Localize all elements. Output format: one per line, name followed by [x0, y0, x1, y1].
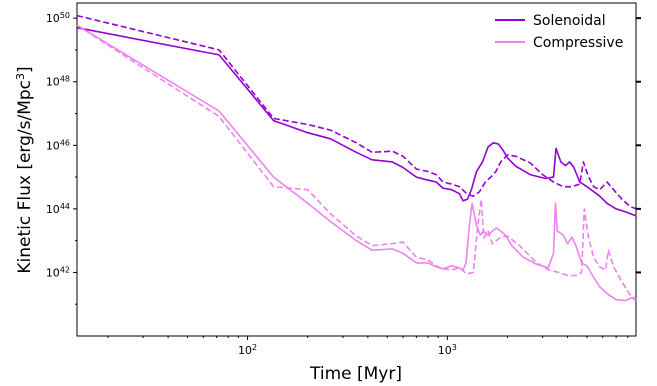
series-line-1 — [76, 14, 637, 210]
x-tick-label: 103 — [438, 343, 457, 358]
x-tick-label: 102 — [238, 343, 257, 358]
series-line-3 — [76, 24, 637, 300]
series-line-0 — [76, 26, 637, 217]
plot-frame — [76, 2, 637, 337]
series-line-2 — [76, 24, 637, 302]
y-tick-label: 1046 — [46, 138, 70, 153]
y-tick-label: 1042 — [46, 265, 70, 280]
tick-labels: 1042 1044 1046 1048 1050 102 103 — [46, 11, 457, 357]
y-tick-label: 1050 — [46, 11, 70, 26]
series-layer — [76, 14, 637, 302]
x-axis-label: Time [Myr] — [309, 364, 402, 384]
axis-ticks — [73, 17, 641, 340]
y-tick-label: 1048 — [46, 74, 70, 89]
legend: Solenoidal Compressive — [495, 13, 623, 51]
legend-label-solenoidal: Solenoidal — [533, 13, 606, 29]
y-axis-label: Kinetic Flux [erg/s/Mpc3] — [14, 66, 36, 273]
legend-label-compressive: Compressive — [533, 35, 623, 51]
y-tick-label: 1044 — [46, 201, 70, 216]
